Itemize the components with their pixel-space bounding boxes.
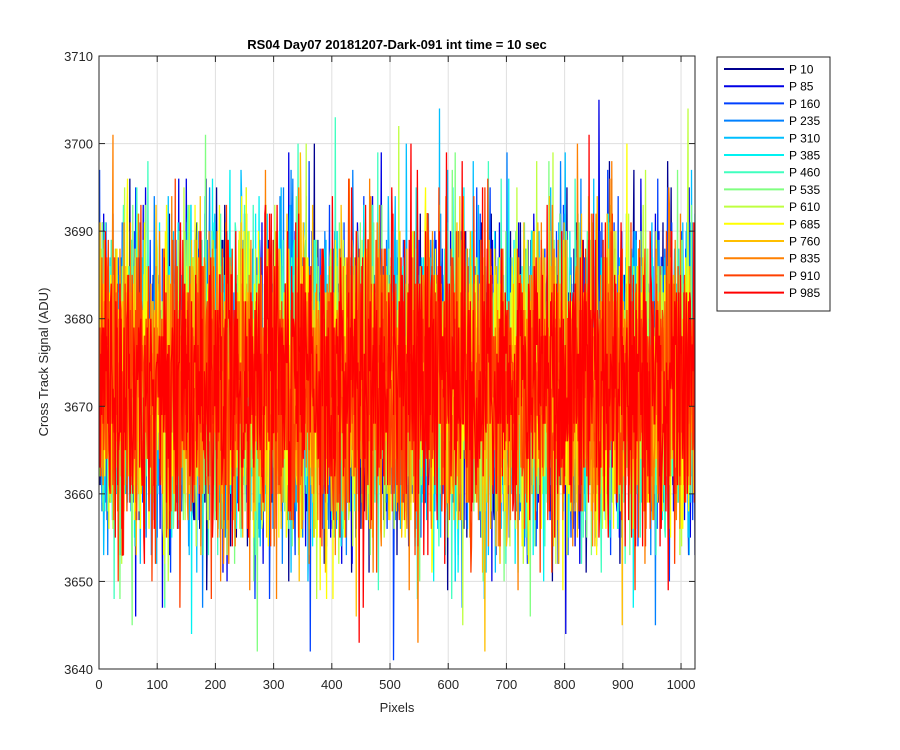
legend-label: P 385 xyxy=(789,149,820,163)
legend-label: P 910 xyxy=(789,269,820,283)
legend-box xyxy=(716,56,831,312)
x-tick-label: 800 xyxy=(554,677,576,692)
x-tick-label: 100 xyxy=(146,677,168,692)
series-layer xyxy=(99,99,695,661)
legend-label: P 460 xyxy=(789,166,820,180)
x-tick-label: 700 xyxy=(496,677,518,692)
x-tick-label: 200 xyxy=(205,677,227,692)
x-tick-label: 500 xyxy=(379,677,401,692)
x-tick-label: 1000 xyxy=(667,677,696,692)
y-tick-label: 3650 xyxy=(64,574,93,589)
legend-label: P 685 xyxy=(789,217,820,231)
y-axis-label: Cross Track Signal (ADU) xyxy=(36,288,51,437)
legend-label: P 160 xyxy=(789,97,820,111)
axis-ticks: 0 100 200 300 400 500 600 700 800 900 1000 3640 3650… xyxy=(64,49,695,692)
chart-title: RS04 Day07 20181207-Dark-091 int time = … xyxy=(247,37,547,52)
legend-label: P 760 xyxy=(789,235,820,249)
legend: P 10 P 85 P 160 P 235 P 310 P 385 P 460 P 535 P … xyxy=(716,56,831,312)
y-tick-label: 3680 xyxy=(64,312,93,327)
y-tick-label: 3710 xyxy=(64,49,93,64)
legend-label: P 235 xyxy=(789,114,820,128)
legend-label: P 835 xyxy=(789,252,820,266)
legend-label: P 610 xyxy=(789,200,820,214)
series-line-p-985 xyxy=(99,134,695,643)
y-tick-label: 3690 xyxy=(64,224,93,239)
x-tick-label: 400 xyxy=(321,677,343,692)
x-axis-label: Pixels xyxy=(380,700,415,715)
y-tick-label: 3700 xyxy=(64,137,93,152)
legend-label: P 310 xyxy=(789,131,820,145)
axes-box xyxy=(98,55,696,670)
legend-label: P 535 xyxy=(789,183,820,197)
legend-label: P 985 xyxy=(789,286,820,300)
y-tick-label: 3670 xyxy=(64,399,93,414)
y-tick-label: 3660 xyxy=(64,487,93,502)
x-tick-label: 0 xyxy=(95,677,102,692)
x-tick-label: 900 xyxy=(612,677,634,692)
legend-label: P 10 xyxy=(789,63,814,77)
x-tick-label: 300 xyxy=(263,677,285,692)
x-tick-label: 600 xyxy=(437,677,459,692)
legend-label: P 85 xyxy=(789,80,814,94)
y-tick-label: 3640 xyxy=(64,662,93,677)
